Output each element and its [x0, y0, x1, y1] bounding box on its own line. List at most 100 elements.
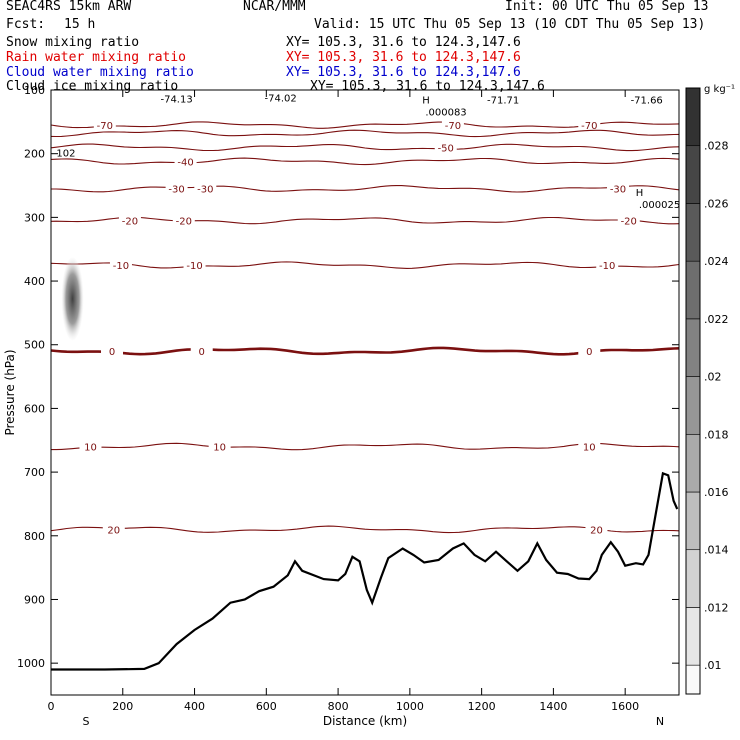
contour-label: 20 — [107, 525, 120, 536]
top-annotation: -74.13 — [160, 95, 192, 106]
colorbar-segment — [685, 318, 701, 377]
contour-line-m50 — [51, 143, 679, 152]
colorbar-segment — [685, 607, 701, 666]
extremum-symbol: H — [636, 188, 644, 199]
field-xy-cloud-water: XY= 105.3, 31.6 to 124.3,147.6 — [286, 65, 521, 80]
model-title: SEAC4RS 15km ARW — [6, 0, 132, 14]
x-tick-label: 0 — [48, 700, 55, 713]
init-time: Init: 00 UTC Thu 05 Sep 13 — [505, 0, 709, 14]
x-axis-title: Distance (km) — [323, 714, 407, 728]
colorbar-segment — [685, 376, 701, 435]
contour-label: 10 — [84, 443, 97, 454]
colorbar-segment — [685, 433, 701, 493]
contour-label-bg — [441, 119, 464, 133]
x-end-label-right: N — [656, 715, 664, 728]
contour-label: -30 — [610, 185, 626, 196]
contour-label-bg — [194, 182, 217, 196]
colorbar-tick-label: .018 — [704, 428, 729, 441]
y-tick-label: 400 — [24, 275, 45, 288]
terrain-line — [51, 471, 679, 671]
contour-label-bg — [165, 182, 188, 196]
x-tick-label: 1000 — [396, 700, 424, 713]
x-tick-label: 1200 — [468, 700, 496, 713]
contour-label-bg — [208, 440, 231, 454]
contour-label: -10 — [186, 261, 202, 272]
colorbar-tick-label: .02 — [704, 371, 722, 384]
contour-label: -70 — [581, 121, 597, 132]
cloud-ice-blob — [61, 257, 84, 341]
contour-label: -30 — [197, 185, 213, 196]
colorbar-segment — [685, 664, 701, 695]
contour-label: 10 — [583, 443, 596, 454]
y-axis-title: Pressure (hPa) — [3, 349, 17, 435]
extremum-value: .000025 — [639, 200, 680, 211]
colorbar-segment — [685, 145, 701, 204]
top-annotation: -71.71 — [487, 95, 519, 106]
colorbar-tick-label: .028 — [704, 140, 729, 153]
field-xy-cloud-ice: XY= 105.3, 31.6 to 124.3,147.6 — [310, 79, 545, 94]
contour-label: -20 — [176, 217, 192, 228]
colorbar-tick-label: .026 — [704, 197, 729, 210]
top-annotation: -71.66 — [631, 95, 663, 106]
contour-label-bg — [434, 141, 457, 155]
colorbar-tick-label: .016 — [704, 486, 729, 499]
colorbar-segment — [685, 549, 701, 608]
colorbar-tick-label: .024 — [704, 255, 729, 268]
center-title: NCAR/MMM — [243, 0, 306, 14]
fcst-label: Fcst: — [6, 17, 46, 32]
y-tick-label: 100 — [24, 84, 45, 97]
contour-label-bg — [102, 523, 125, 537]
contour-label: 0 — [199, 347, 205, 358]
plot-interior: -70 -70 -70 -50 -40 -30 -30 -30 -20 -20 -20 -10 -10 -… — [51, 93, 680, 671]
contour-label-bg — [93, 119, 116, 133]
contour-line-m20 — [51, 216, 679, 225]
y-tick-label: 300 — [24, 211, 45, 224]
contour-label-bg — [109, 259, 132, 273]
contour-label-bg — [617, 214, 640, 228]
contour-line-m60 — [51, 129, 679, 138]
contour-label: 0 — [586, 347, 592, 358]
fcst-value: 15 h — [64, 17, 96, 32]
x-tick-label: 200 — [112, 700, 133, 713]
contour-label-bg — [578, 119, 601, 133]
field-name-cloud-water: Cloud water mixing ratio — [6, 65, 194, 80]
contour-line-10 — [51, 442, 679, 451]
y-tick-label: 800 — [24, 530, 45, 543]
contour-line-m30 — [51, 185, 679, 193]
x-end-label-left: S — [83, 715, 90, 728]
contour-label-bg — [172, 214, 195, 228]
contour-label: -70 — [97, 121, 113, 132]
y-tick-label: 900 — [24, 593, 45, 606]
contour-label: -20 — [122, 217, 138, 228]
contour-label-bg — [606, 182, 629, 196]
plot-frame — [50, 89, 680, 696]
contour-label-bg — [578, 440, 601, 454]
x-tick-label: 1600 — [611, 700, 639, 713]
colorbar-tick-label: .012 — [704, 601, 729, 614]
field-name-snow: Snow mixing ratio — [6, 35, 140, 50]
colorbar-segment — [685, 491, 701, 551]
contour-label-bg — [174, 155, 197, 169]
colorbar-frame — [685, 87, 701, 695]
colorbar-tick-label: .014 — [704, 544, 729, 557]
contour-line-20 — [51, 525, 679, 534]
colorbar-segment — [685, 203, 701, 262]
contour-label-bg — [118, 214, 141, 228]
contour-label: -10 — [599, 261, 615, 272]
field-name-rain: Rain water mixing ratio — [6, 50, 187, 65]
colorbar-unit: g kg⁻¹ — [704, 84, 735, 95]
contour-line-m70 — [51, 121, 679, 129]
contour-label: -70 — [445, 121, 461, 132]
contour-label: -30 — [168, 185, 184, 196]
contour-label: -50 — [438, 143, 454, 154]
y-tick-label: 200 — [24, 148, 45, 161]
x-tick-label: 600 — [256, 700, 277, 713]
contour-label: 10 — [213, 443, 226, 454]
contour-label-bg — [190, 345, 213, 359]
contour-label: 0 — [109, 347, 115, 358]
x-tick-label: 1400 — [539, 700, 567, 713]
y-tick-label: 1000 — [17, 657, 45, 670]
field-xy-rain: XY= 105.3, 31.6 to 124.3,147.6 — [286, 50, 521, 65]
valid-time: Valid: 15 UTC Thu 05 Sep 13 (10 CDT Thu … — [314, 17, 706, 32]
colorbar-tick-label: .01 — [704, 659, 722, 672]
